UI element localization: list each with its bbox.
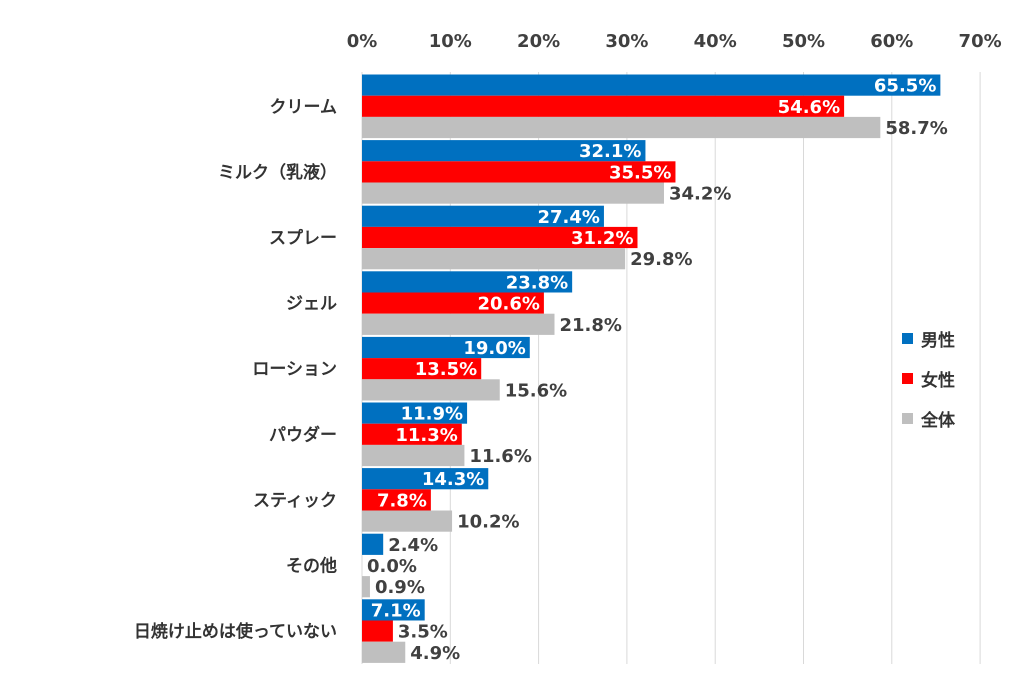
x-tick-label: 50% <box>782 31 825 52</box>
category-label: スティック <box>253 491 337 511</box>
bar <box>362 161 676 183</box>
bar <box>362 533 384 555</box>
bar <box>362 313 555 335</box>
legend: 男性 女性 全体 <box>902 318 955 438</box>
bar <box>362 510 453 532</box>
bar <box>362 444 465 467</box>
data-label: 4.9% <box>410 643 460 664</box>
x-tick-label: 10% <box>429 31 472 52</box>
bar <box>362 226 638 249</box>
bar <box>362 336 530 359</box>
bar <box>362 74 941 96</box>
data-label: 23.8% <box>506 272 568 293</box>
data-label: 21.8% <box>559 315 621 336</box>
data-label: 19.0% <box>463 338 525 359</box>
data-label: 34.2% <box>669 184 731 205</box>
bar <box>362 140 646 162</box>
category-label: パウダー <box>269 424 337 445</box>
legend-swatch-female <box>902 372 913 384</box>
category-label: ローション <box>252 360 337 380</box>
data-label: 54.6% <box>778 97 840 118</box>
data-label: 7.8% <box>377 490 427 511</box>
bar <box>362 641 406 663</box>
data-label: 65.5% <box>874 76 936 97</box>
data-label: 14.3% <box>422 469 484 490</box>
category-label: ミルク（乳液） <box>218 162 337 183</box>
bar <box>362 620 393 642</box>
data-label: 0.9% <box>375 577 425 598</box>
bar <box>362 576 370 598</box>
category-label: スプレー <box>269 228 337 249</box>
bar <box>362 423 462 445</box>
data-label: 7.1% <box>371 600 421 621</box>
bar <box>362 489 431 511</box>
x-tick-label: 70% <box>959 31 1002 52</box>
legend-swatch-male <box>902 332 913 344</box>
x-tick-label: 20% <box>517 31 560 52</box>
bar <box>362 468 489 490</box>
data-label: 10.2% <box>457 512 519 533</box>
bar <box>362 271 573 293</box>
data-label: 3.5% <box>398 622 448 643</box>
bar <box>362 599 425 621</box>
data-label: 58.7% <box>885 118 947 139</box>
category-label: ジェル <box>286 294 337 314</box>
data-label: 29.8% <box>630 249 692 270</box>
bar <box>362 205 604 227</box>
bar <box>362 292 544 314</box>
bar <box>362 402 468 424</box>
data-label: 2.4% <box>388 535 438 556</box>
data-label: 27.4% <box>537 207 599 228</box>
data-label: 15.6% <box>505 380 567 401</box>
legend-label-female: 女性 <box>921 370 955 391</box>
data-label: 11.3% <box>395 425 457 446</box>
data-label: 32.1% <box>579 141 641 162</box>
data-label: 31.2% <box>571 228 633 249</box>
category-label: その他 <box>286 556 337 577</box>
bar <box>362 182 664 204</box>
category-label: 日焼け止めは使っていない <box>134 621 337 642</box>
x-tick-label: 30% <box>605 31 648 52</box>
x-tick-label: 60% <box>870 31 913 52</box>
legend-item-male: 男性 <box>902 318 955 358</box>
x-tick-label: 40% <box>694 31 737 52</box>
data-label: 13.5% <box>415 359 477 380</box>
legend-item-female: 女性 <box>902 358 955 398</box>
data-label: 20.6% <box>477 294 539 315</box>
legend-label-male: 男性 <box>921 330 955 351</box>
bar <box>362 116 881 139</box>
bar <box>362 379 500 401</box>
bar <box>362 358 482 380</box>
bar <box>362 95 845 117</box>
legend-swatch-total <box>902 412 913 424</box>
data-label: 11.9% <box>401 404 463 425</box>
category-label: クリーム <box>270 97 338 117</box>
data-label: 11.6% <box>469 446 531 467</box>
legend-item-total: 全体 <box>902 398 955 438</box>
data-label: 0.0% <box>367 556 417 577</box>
data-label: 35.5% <box>609 162 671 183</box>
bar <box>362 248 626 270</box>
x-tick-label: 0% <box>347 31 378 52</box>
legend-label-total: 全体 <box>921 410 955 431</box>
